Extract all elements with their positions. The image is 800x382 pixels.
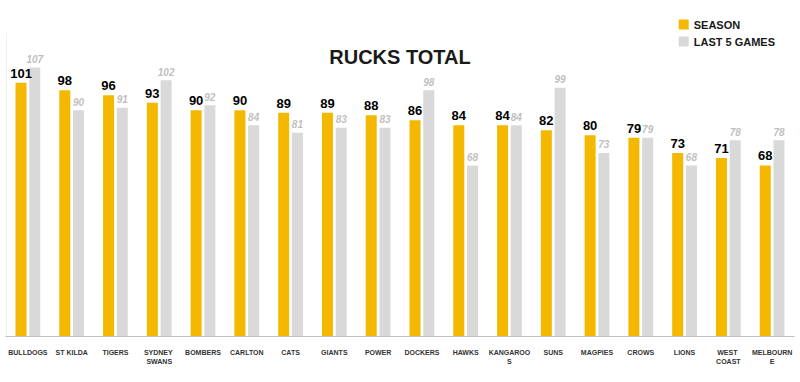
svg-text:84: 84 [248,112,260,123]
svg-text:SYDNEY: SYDNEY [144,349,175,356]
svg-text:MAGPIES: MAGPIES [581,349,614,356]
svg-text:SEASON: SEASON [694,19,741,31]
svg-text:68: 68 [686,152,698,163]
svg-text:79: 79 [642,124,654,135]
svg-text:CROWS: CROWS [627,349,654,356]
svg-text:98: 98 [58,73,72,88]
svg-text:78: 78 [730,127,742,138]
svg-text:WEST: WEST [717,349,739,356]
svg-text:HAWKS: HAWKS [453,349,479,356]
svg-text:83: 83 [336,114,348,125]
svg-text:84: 84 [452,108,467,123]
svg-text:CARLTON: CARLTON [230,349,264,356]
svg-text:99: 99 [555,74,567,85]
svg-text:BOMBERS: BOMBERS [185,349,221,356]
svg-text:83: 83 [379,114,391,125]
svg-text:89: 89 [320,96,334,111]
svg-text:71: 71 [714,141,728,156]
svg-text:BULLDOGS: BULLDOGS [8,349,48,356]
svg-text:KANGAROO: KANGAROO [489,349,531,356]
svg-text:90: 90 [73,97,85,108]
svg-text:93: 93 [145,86,159,101]
svg-text:68: 68 [467,152,479,163]
svg-text:CATS: CATS [281,349,300,356]
svg-text:RUCKS TOTAL: RUCKS TOTAL [329,46,470,68]
svg-text:96: 96 [101,78,115,93]
svg-text:SWANS: SWANS [146,358,172,365]
svg-text:TIGERS: TIGERS [102,349,128,356]
svg-text:79: 79 [627,121,641,136]
svg-text:88: 88 [364,98,378,113]
svg-text:82: 82 [539,113,553,128]
svg-text:LIONS: LIONS [674,349,696,356]
svg-text:84: 84 [511,112,523,123]
svg-text:84: 84 [495,108,510,123]
svg-text:98: 98 [423,77,435,88]
svg-text:ST KILDA: ST KILDA [56,349,88,356]
svg-text:S: S [507,358,512,365]
svg-text:102: 102 [158,67,175,78]
svg-text:E: E [770,358,775,365]
svg-text:DOCKERS: DOCKERS [404,349,439,356]
svg-text:91: 91 [117,94,129,105]
svg-text:81: 81 [292,119,304,130]
svg-text:80: 80 [583,118,597,133]
svg-text:107: 107 [26,54,43,65]
svg-text:MELBOURN: MELBOURN [752,349,792,356]
svg-text:73: 73 [598,139,610,150]
svg-text:GIANTS: GIANTS [321,349,348,356]
svg-text:COAST: COAST [716,358,741,365]
svg-text:68: 68 [758,148,772,163]
svg-text:86: 86 [408,103,422,118]
svg-text:LAST 5 GAMES: LAST 5 GAMES [694,36,775,48]
svg-text:POWER: POWER [365,349,391,356]
svg-text:89: 89 [276,96,290,111]
svg-text:90: 90 [233,93,247,108]
svg-text:73: 73 [670,136,684,151]
svg-text:90: 90 [189,93,203,108]
svg-text:101: 101 [10,66,32,81]
svg-text:92: 92 [204,92,216,103]
svg-text:SUNS: SUNS [543,349,563,356]
svg-text:78: 78 [773,127,785,138]
